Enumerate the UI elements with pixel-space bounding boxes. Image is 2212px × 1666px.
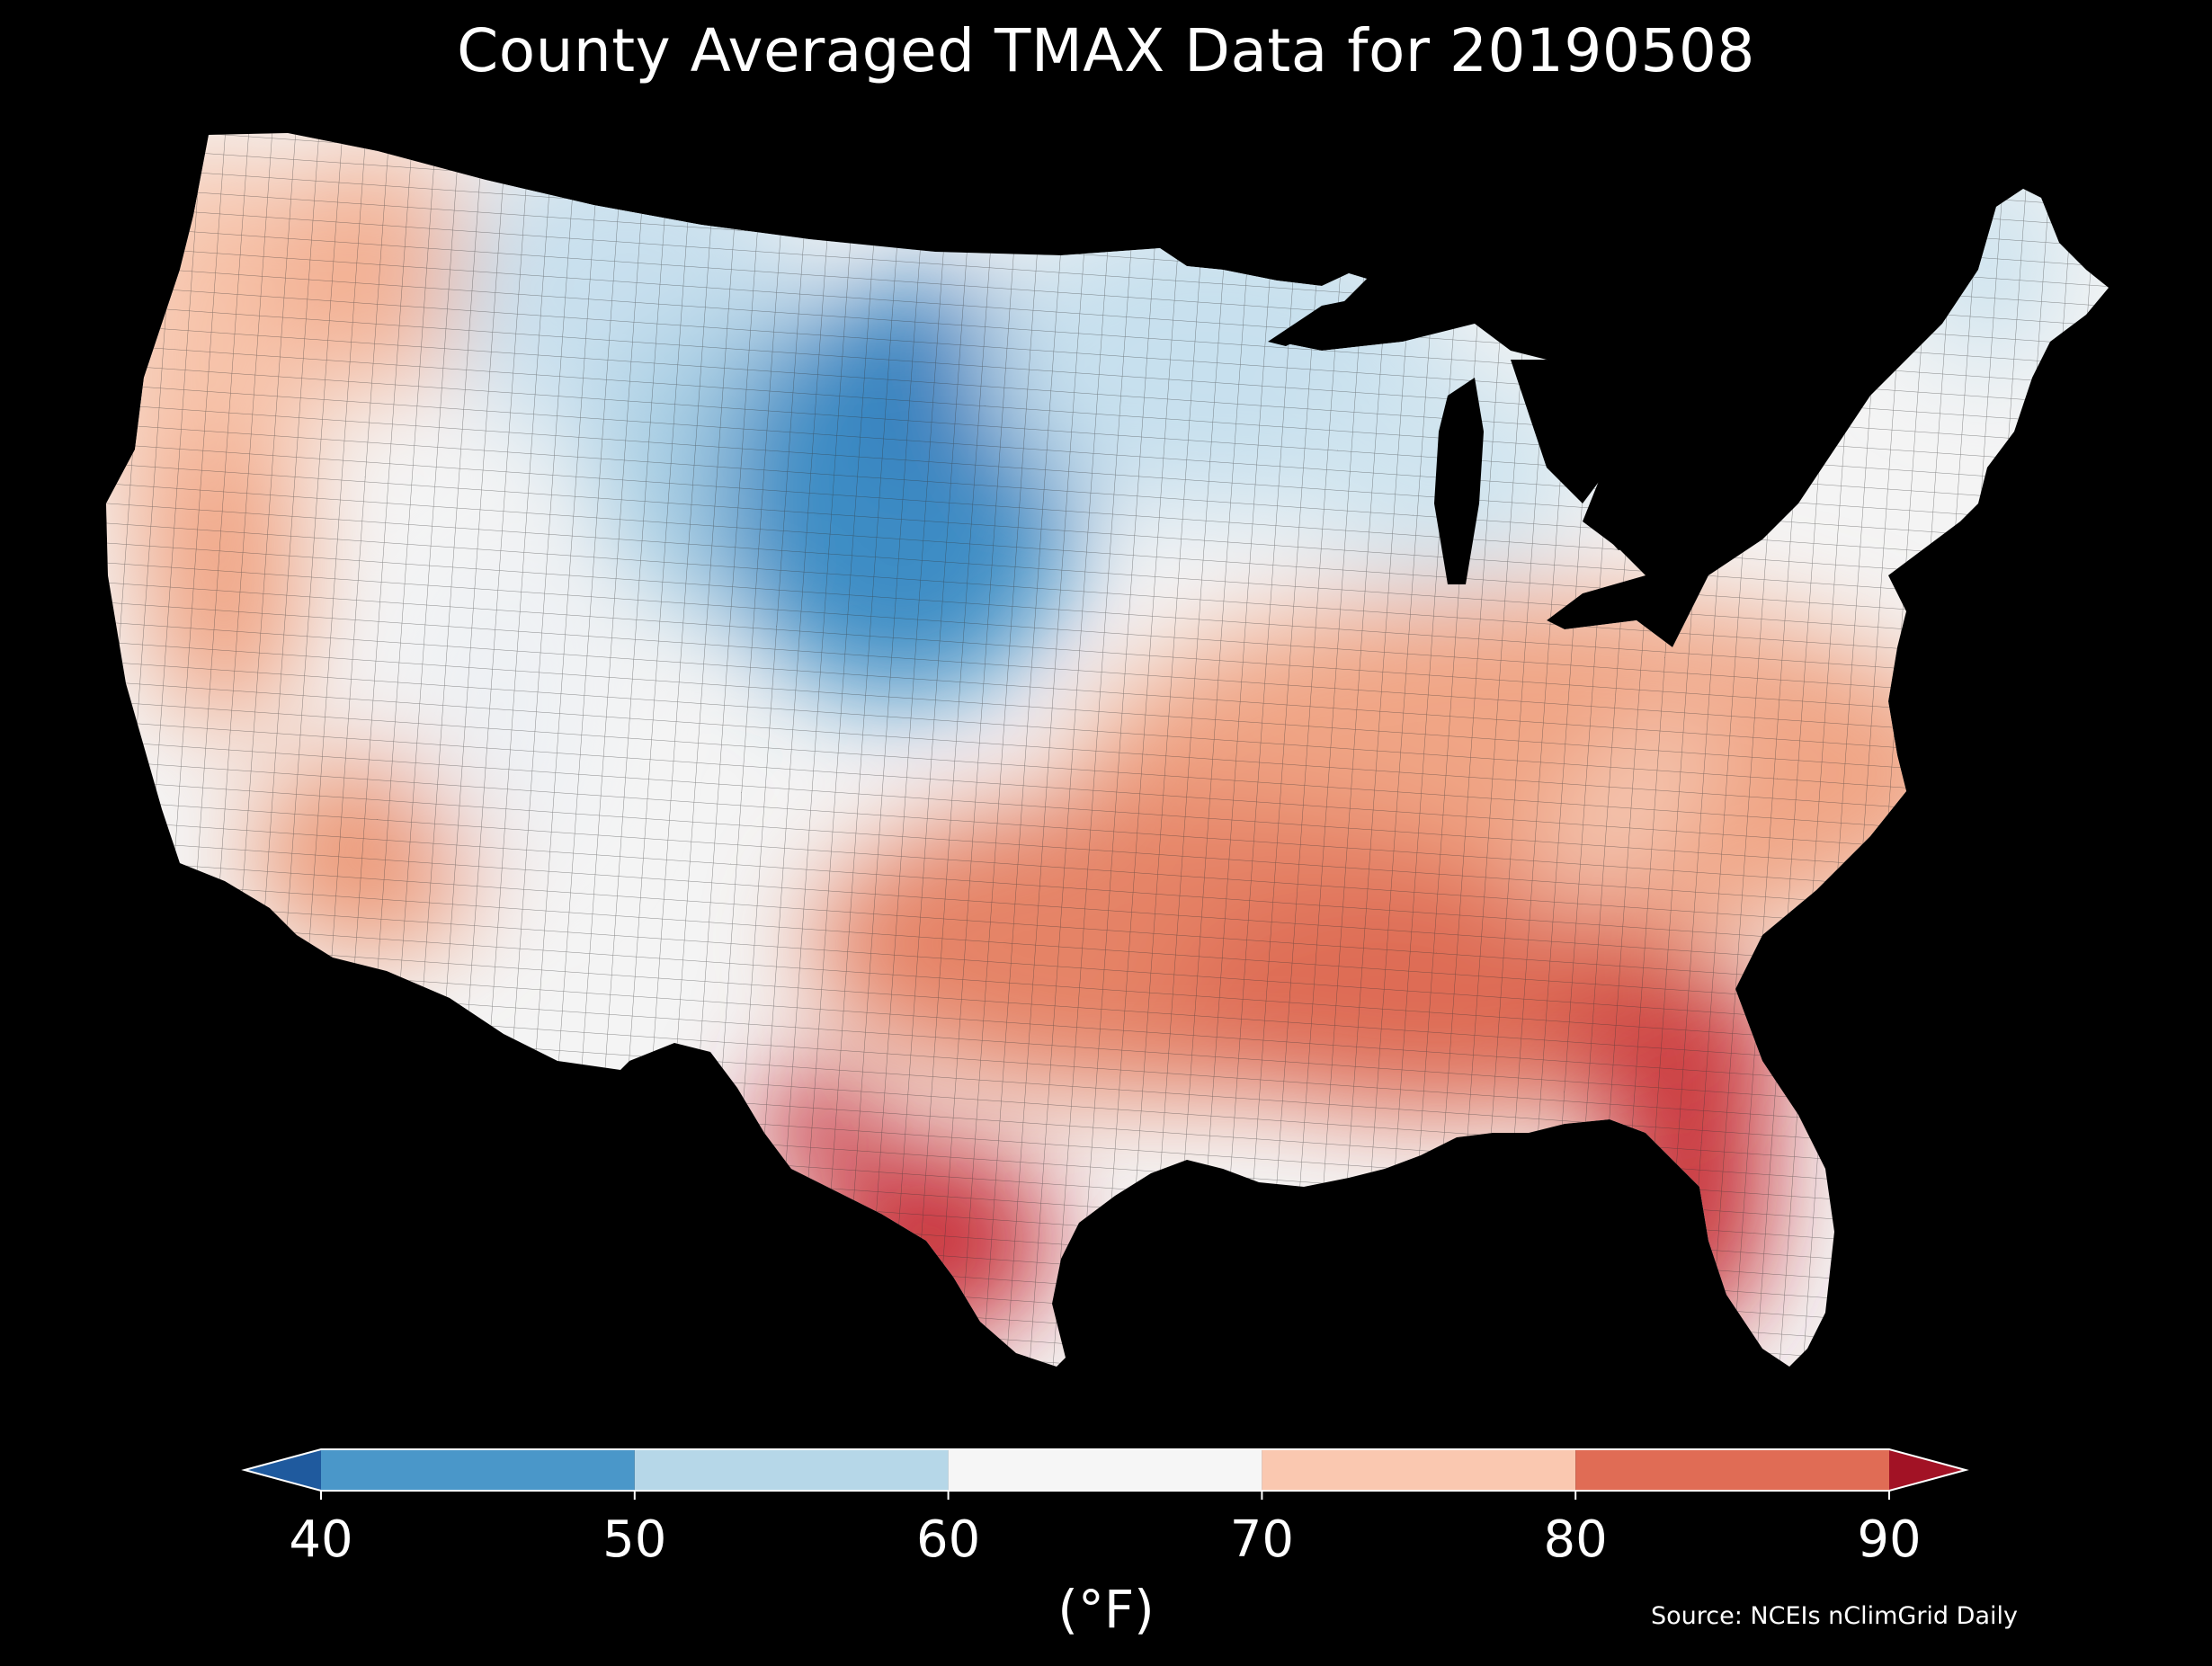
colorbar-under-arrow bbox=[245, 1449, 321, 1491]
lake-superior bbox=[1268, 297, 1376, 346]
great-lakes bbox=[1268, 297, 1789, 584]
us-temperature-map bbox=[106, 133, 2109, 1367]
source-credit: Source: NCEIs nClimGrid Daily bbox=[1651, 1602, 2018, 1630]
temperature-field bbox=[106, 133, 2109, 1367]
lake-ontario bbox=[1726, 468, 1789, 493]
lake-huron bbox=[1511, 360, 1610, 503]
county-boundaries bbox=[106, 133, 2109, 1367]
colorbar-svg bbox=[241, 1448, 1969, 1500]
colorbar-tick-50: 50 bbox=[602, 1510, 667, 1569]
colorbar-bin-70-80 bbox=[1262, 1449, 1576, 1491]
colorbar-over-arrow bbox=[1889, 1449, 1966, 1491]
colorbar-tick-70: 70 bbox=[1229, 1510, 1295, 1569]
colorbar-tick-90: 90 bbox=[1857, 1510, 1922, 1569]
colorbar-tick-80: 80 bbox=[1543, 1510, 1608, 1569]
map-title: County Averaged TMAX Data for 20190508 bbox=[457, 16, 1755, 85]
colorbar-unit-label: (°F) bbox=[1057, 1579, 1155, 1640]
county-choropleth bbox=[106, 133, 2109, 1367]
colorbar-tick-40: 40 bbox=[289, 1510, 353, 1569]
colorbar-bin-40-50 bbox=[321, 1449, 635, 1491]
lake-erie bbox=[1601, 517, 1690, 550]
colorbar: 40 50 60 70 80 90 bbox=[0, 1430, 2212, 1666]
lake-michigan bbox=[1434, 378, 1484, 584]
colorbar-bin-50-60 bbox=[634, 1449, 949, 1491]
colorbar-bins bbox=[321, 1449, 1889, 1491]
colorbar-bin-60-70 bbox=[948, 1449, 1262, 1491]
colorbar-bin-80-90 bbox=[1575, 1449, 1889, 1491]
colorbar-tick-60: 60 bbox=[915, 1510, 981, 1569]
